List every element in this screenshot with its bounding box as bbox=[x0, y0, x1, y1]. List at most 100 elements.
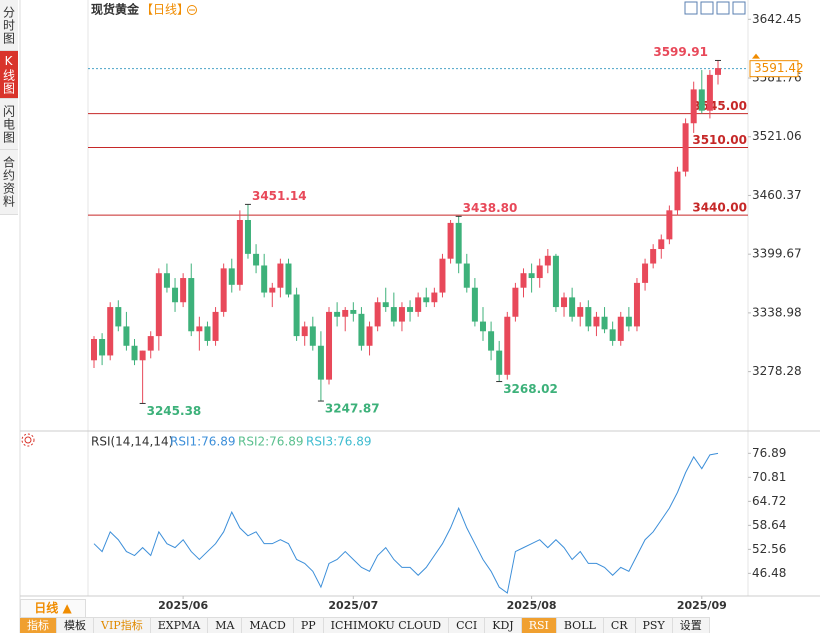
sidebar-tab[interactable]: 闪电图 bbox=[0, 99, 18, 150]
toolbar-icons bbox=[684, 1, 746, 15]
candle-body bbox=[163, 273, 170, 288]
candle-body bbox=[382, 302, 389, 308]
indicator-tab[interactable]: CCI bbox=[449, 618, 486, 633]
candle-body bbox=[625, 316, 632, 327]
candle-body bbox=[512, 287, 519, 317]
annotation-label: 3438.80 bbox=[463, 201, 518, 215]
icon-button[interactable] bbox=[700, 1, 714, 15]
icon-button[interactable] bbox=[716, 1, 730, 15]
candle-body bbox=[593, 316, 600, 327]
candle-body bbox=[585, 307, 592, 327]
indicator-tab[interactable]: VIP指标 bbox=[94, 618, 151, 633]
sidebar-tab[interactable]: 分时图 bbox=[0, 0, 18, 51]
indicator-tab[interactable]: 指标 bbox=[20, 618, 57, 633]
candle-body bbox=[374, 302, 381, 327]
candle-body bbox=[317, 345, 324, 380]
candle-body bbox=[334, 311, 341, 317]
candle-body bbox=[131, 345, 138, 361]
candle-body bbox=[91, 338, 97, 361]
candle-body bbox=[439, 258, 446, 293]
candle-body bbox=[471, 287, 478, 322]
indicator-tab[interactable]: MACD bbox=[242, 618, 294, 633]
candle-body bbox=[236, 220, 243, 285]
candle-body bbox=[415, 297, 422, 312]
indicator-tab[interactable]: CR bbox=[604, 618, 636, 633]
candle-body bbox=[504, 316, 511, 375]
candle-body bbox=[690, 89, 697, 124]
indicator-tab[interactable]: KDJ bbox=[485, 618, 522, 633]
y-tick-label: 3278.28 bbox=[752, 364, 802, 378]
candle-body bbox=[139, 350, 146, 361]
indicator-tab[interactable]: ICHIMOKU CLOUD bbox=[324, 618, 450, 633]
candle-body bbox=[682, 123, 689, 172]
candle-body bbox=[407, 307, 414, 312]
period-button[interactable]: 日线 ▲ bbox=[20, 599, 86, 618]
candle-body bbox=[609, 329, 616, 341]
indicator-tab[interactable]: RSI bbox=[521, 618, 557, 633]
indicator-tab[interactable]: PP bbox=[294, 618, 324, 633]
candle-body bbox=[155, 273, 162, 337]
last-price-arrow bbox=[752, 53, 760, 59]
y-tick-label: 3338.98 bbox=[752, 305, 802, 319]
x-tick-label: 2025/06 bbox=[158, 599, 208, 612]
sidebar-tab[interactable]: K线图 bbox=[0, 51, 18, 99]
icon bbox=[24, 436, 32, 444]
x-tick-label: 2025/07 bbox=[328, 599, 378, 612]
candle-body bbox=[561, 297, 568, 308]
rsi-settings-icon[interactable] bbox=[21, 433, 35, 447]
indicator-tab[interactable]: 设置 bbox=[673, 618, 710, 633]
candle-body bbox=[285, 263, 292, 295]
y-tick-label: 3399.67 bbox=[752, 247, 802, 261]
candle-body bbox=[715, 68, 721, 75]
x-tick-label: 2025/09 bbox=[677, 599, 727, 612]
candle-body bbox=[147, 336, 154, 351]
candle-body bbox=[569, 297, 576, 317]
candle-body bbox=[358, 313, 365, 346]
candle-body bbox=[196, 326, 203, 332]
sidebar-tab[interactable]: 合约资料 bbox=[0, 150, 18, 215]
y-tick-label: 46.48 bbox=[752, 566, 786, 580]
candle-body bbox=[666, 210, 673, 240]
candle-body bbox=[536, 265, 543, 279]
y-tick-label: 76.89 bbox=[752, 446, 786, 460]
y-tick-label: 70.81 bbox=[752, 470, 786, 484]
zoom-icon[interactable] bbox=[187, 5, 197, 15]
last-price-label: 3591.42 bbox=[754, 61, 804, 75]
indicator-title: RSI(14,14,14) bbox=[91, 435, 173, 449]
candle-body bbox=[447, 222, 454, 259]
candle-body bbox=[123, 326, 130, 346]
y-tick-label: 3642.45 bbox=[752, 12, 802, 26]
candle-body bbox=[423, 297, 430, 303]
icon-button[interactable] bbox=[732, 1, 746, 15]
annotation-label: 3245.38 bbox=[147, 404, 202, 418]
legend-entry: RSI2:76.89 bbox=[238, 435, 304, 449]
indicator-tab[interactable]: BOLL bbox=[557, 618, 604, 633]
indicator-tab[interactable]: PSY bbox=[636, 618, 673, 633]
candle-body bbox=[293, 294, 300, 337]
candle-body bbox=[698, 89, 705, 111]
candle-body bbox=[398, 307, 405, 322]
indicator-tab[interactable]: EXPMA bbox=[151, 618, 209, 633]
price-level-label: 3440.00 bbox=[692, 201, 747, 215]
price-level-label: 3545.00 bbox=[692, 99, 747, 113]
x-tick-label: 2025/08 bbox=[507, 599, 557, 612]
candle-body bbox=[204, 326, 211, 341]
candle-body bbox=[658, 239, 665, 250]
candle-body bbox=[601, 316, 608, 330]
candle-body bbox=[463, 263, 470, 288]
annotation-label: 3451.14 bbox=[252, 189, 307, 203]
candle-body bbox=[301, 326, 308, 337]
icon bbox=[21, 433, 35, 447]
indicator-tab[interactable]: 模板 bbox=[57, 618, 94, 633]
y-tick-label: 3521.06 bbox=[752, 129, 802, 143]
candle-body bbox=[520, 273, 527, 288]
y-tick-label: 52.56 bbox=[752, 542, 786, 556]
indicator-tab[interactable]: MA bbox=[208, 618, 243, 633]
y-tick-label: 64.72 bbox=[752, 494, 786, 508]
candle-body bbox=[528, 273, 535, 279]
candle-body bbox=[479, 321, 486, 332]
icon-button[interactable] bbox=[684, 1, 698, 15]
y-tick-label: 58.64 bbox=[752, 518, 786, 532]
candle-body bbox=[180, 278, 187, 303]
